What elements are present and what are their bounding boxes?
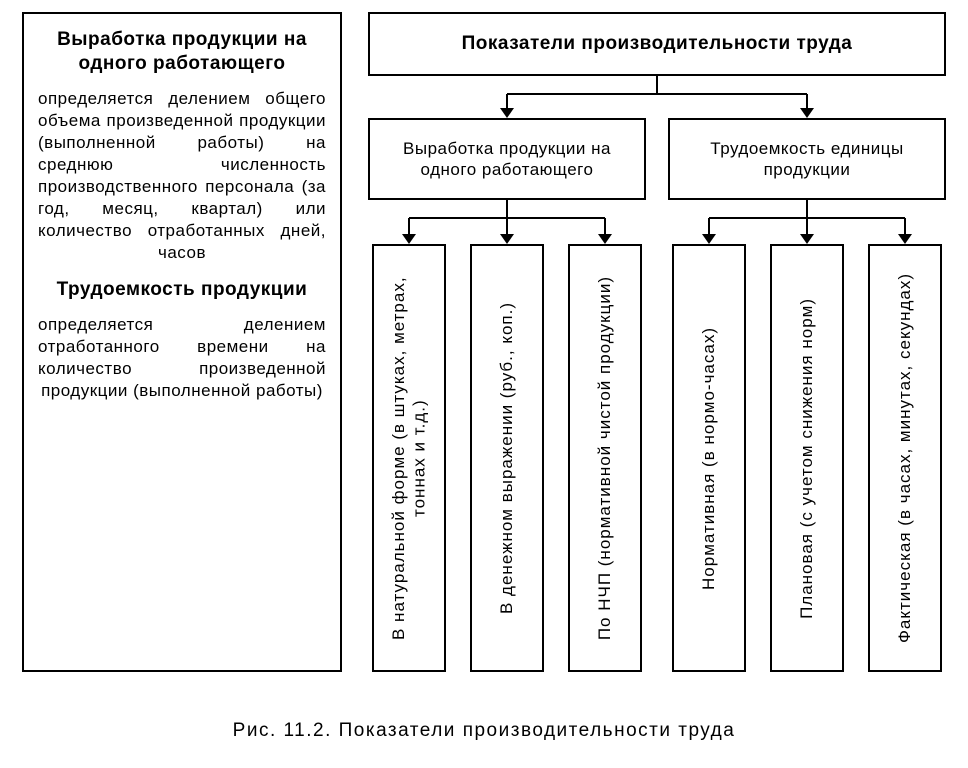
leaf-label: По НЧП (нормативной чистой продукции): [595, 276, 615, 640]
def-heading-1: Выработка продукции на одного работающег…: [38, 28, 326, 76]
root-node: Показатели производительности труда: [368, 12, 946, 76]
def-text-1: определяется делением общего объема прои…: [38, 88, 326, 265]
def-heading-2: Трудоемкость продукции: [57, 278, 308, 302]
branch-labor-intensity: Трудоемкость единицы продукции: [668, 118, 946, 200]
leaf-nchp: По НЧП (нормативной чистой продукции): [568, 244, 642, 672]
branch-output-per-worker: Выработка продукции на одного работающег…: [368, 118, 646, 200]
leaf-monetary: В денежном выражении (руб., коп.): [470, 244, 544, 672]
def-text-2: определяется делением отработанного врем…: [38, 314, 326, 402]
leaf-label: Фактическая (в часах, минутах, секундах): [895, 273, 915, 643]
leaf-label: Нормативная (в нормо-часах): [699, 327, 719, 590]
leaf-label: В денежном выражении (руб., коп.): [497, 302, 517, 614]
root-node-label: Показатели производительности труда: [462, 33, 853, 56]
figure-caption: Рис. 11.2. Показатели производительности…: [0, 720, 968, 742]
branch-label: Выработка продукции на одного работающег…: [378, 138, 636, 181]
leaf-planned: Плановая (с учетом снижения норм): [770, 244, 844, 672]
leaf-natural-form: В натуральной форме (в штуках, метрах, т…: [372, 244, 446, 672]
leaf-label: Плановая (с учетом снижения норм): [797, 298, 817, 619]
branch-label: Трудоемкость единицы продукции: [678, 138, 936, 181]
definitions-panel: Выработка продукции на одного работающег…: [22, 12, 342, 672]
leaf-label: В натуральной форме (в штуках, метрах, т…: [389, 246, 430, 670]
leaf-actual: Фактическая (в часах, минутах, секундах): [868, 244, 942, 672]
leaf-normative: Нормативная (в нормо-часах): [672, 244, 746, 672]
